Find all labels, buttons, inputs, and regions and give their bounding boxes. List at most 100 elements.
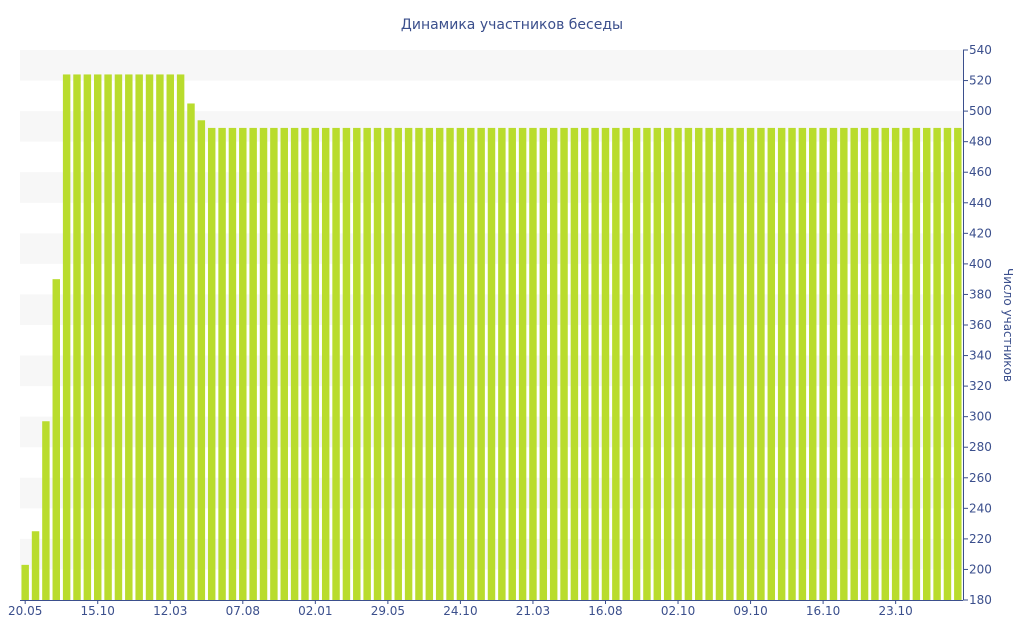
bar xyxy=(508,127,516,601)
bar xyxy=(663,127,672,601)
y-tick-label: 460 xyxy=(969,165,992,179)
y-tick-label: 520 xyxy=(969,74,992,88)
bar xyxy=(435,127,444,601)
bar xyxy=(125,74,133,600)
bar xyxy=(270,127,278,601)
bar xyxy=(912,127,921,601)
bar xyxy=(228,127,237,601)
bar xyxy=(373,127,382,601)
bar xyxy=(332,127,340,601)
y-tick-label: 380 xyxy=(969,287,992,301)
bar xyxy=(280,127,288,601)
y-tick-label: 480 xyxy=(969,135,992,149)
x-tick-label: 23.10 xyxy=(878,604,912,618)
bar xyxy=(176,74,185,600)
bar xyxy=(819,127,827,601)
y-tick-label: 280 xyxy=(969,440,992,454)
bar xyxy=(415,127,423,601)
bar xyxy=(404,127,413,601)
bar xyxy=(829,127,838,601)
bar xyxy=(612,127,620,601)
y-tick-label: 420 xyxy=(969,226,992,240)
bar xyxy=(363,127,371,601)
bar xyxy=(207,127,216,601)
bar xyxy=(943,127,952,601)
x-tick-label: 16.08 xyxy=(588,604,622,618)
bar xyxy=(871,127,879,601)
bar xyxy=(684,127,693,601)
x-tick-label: 20.05 xyxy=(8,604,42,618)
bar xyxy=(239,127,247,601)
bar xyxy=(311,127,320,601)
x-tick-label: 24.10 xyxy=(443,604,477,618)
y-tick-label: 360 xyxy=(969,318,992,332)
bar xyxy=(954,127,962,601)
x-tick-label: 21.03 xyxy=(516,604,550,618)
bar xyxy=(798,127,807,601)
x-tick-label: 12.03 xyxy=(153,604,187,618)
bar xyxy=(187,103,195,600)
bar xyxy=(145,74,154,600)
bar xyxy=(933,127,941,601)
bar xyxy=(498,127,506,601)
bar xyxy=(342,127,351,601)
bar xyxy=(135,74,143,600)
y-tick-label: 540 xyxy=(969,43,992,57)
bar xyxy=(21,564,29,600)
bar xyxy=(353,127,361,601)
bar xyxy=(591,127,599,601)
y-tick-label: 300 xyxy=(969,410,992,424)
x-tick-label: 15.10 xyxy=(81,604,115,618)
bar xyxy=(384,127,392,601)
bar xyxy=(301,127,309,601)
bar xyxy=(394,127,402,601)
bar xyxy=(31,531,40,600)
bar xyxy=(104,74,112,600)
bar xyxy=(487,127,496,601)
x-ticks: 20.05 15.10 12.03 07.08 02.01 29.05 24.10 21.03… xyxy=(8,600,913,618)
x-tick-label: 02.10 xyxy=(661,604,695,618)
x-tick-label: 16.10 xyxy=(806,604,840,618)
y-tick-label: 180 xyxy=(969,593,992,607)
bar xyxy=(62,74,71,600)
y-tick-label: 260 xyxy=(969,471,992,485)
y-tick-label: 240 xyxy=(969,501,992,515)
bar xyxy=(549,127,558,601)
bar xyxy=(73,74,81,600)
bar xyxy=(643,127,651,601)
bars xyxy=(21,74,962,601)
bar xyxy=(715,127,724,601)
x-tick-label: 02.01 xyxy=(298,604,332,618)
bar xyxy=(902,127,910,601)
bar xyxy=(321,127,330,601)
bar xyxy=(259,127,268,601)
bar xyxy=(249,127,257,601)
bar xyxy=(42,421,50,600)
y-tick-label: 220 xyxy=(969,532,992,546)
bar xyxy=(777,127,786,601)
y-tick-label: 320 xyxy=(969,379,992,393)
bar xyxy=(166,74,174,600)
x-tick-label: 09.10 xyxy=(733,604,767,618)
bar xyxy=(736,127,744,601)
bar xyxy=(290,127,299,601)
y-tick-label: 440 xyxy=(969,196,992,210)
bar xyxy=(581,127,589,601)
bar xyxy=(83,74,92,600)
bar xyxy=(52,279,60,600)
bar xyxy=(923,127,931,601)
x-tick-label: 29.05 xyxy=(371,604,405,618)
bar xyxy=(746,127,755,601)
bar xyxy=(218,127,226,601)
bar xyxy=(560,127,568,601)
y-tick-label: 400 xyxy=(969,257,992,271)
bar xyxy=(860,127,869,601)
bar xyxy=(197,120,206,601)
bar xyxy=(93,74,102,600)
bar xyxy=(705,127,713,601)
y-ticks: 180 200 220 240 260 280 300 320 340 360 380 400 420 4… xyxy=(963,43,992,607)
bar xyxy=(881,127,890,601)
bar xyxy=(601,127,610,601)
y-tick-label: 340 xyxy=(969,349,992,363)
